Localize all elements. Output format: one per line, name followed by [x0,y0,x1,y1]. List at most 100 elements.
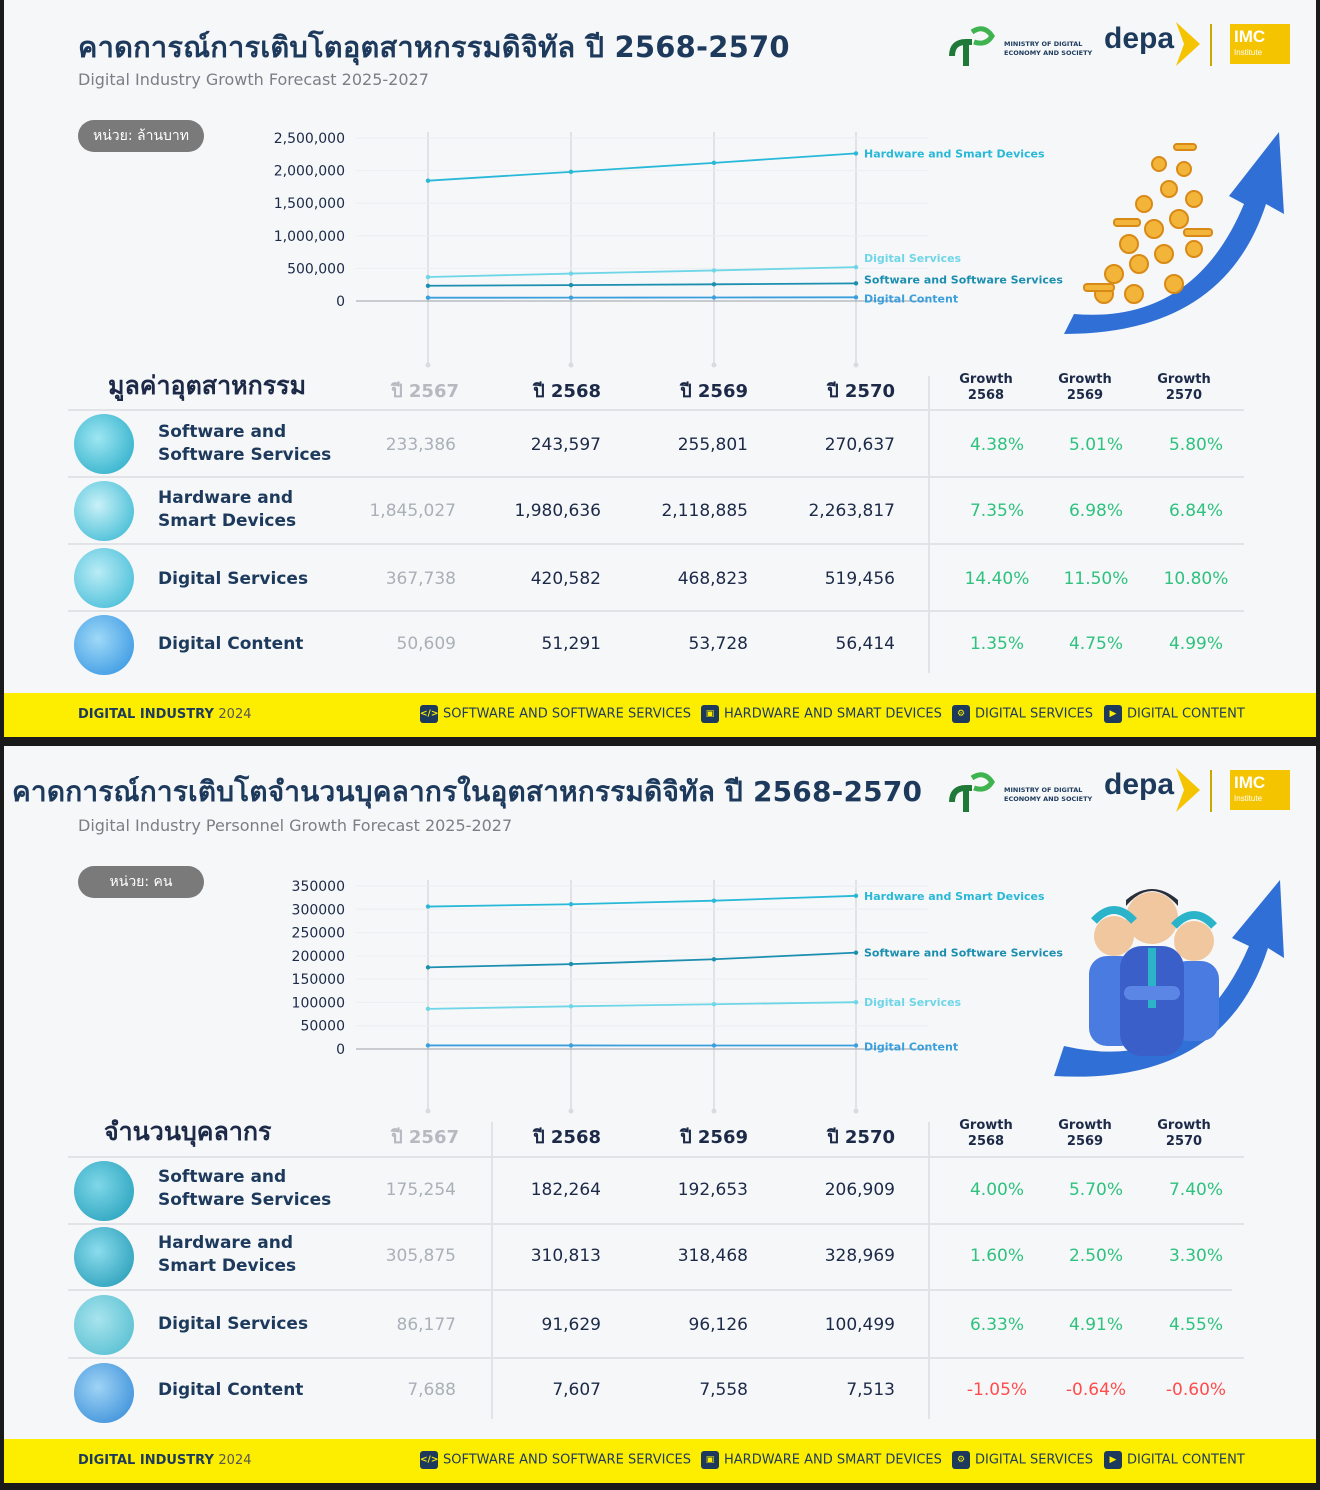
growth-cell: 10.80% [1163,569,1229,589]
footer-item-hardware: ▣ HARDWARE AND SMART DEVICES [701,1451,942,1469]
value-cell: 56,414 [835,634,895,654]
gear-icon: ⚙ [952,1451,970,1469]
gridline-end-dot [568,1108,574,1114]
data-point [568,295,574,300]
page-subtitle: Digital Industry Personnel Growth Foreca… [78,816,513,835]
growth-cell: 7.35% [969,501,1024,521]
value-cell: 305,875 [385,1246,456,1266]
series-label: Digital Content [864,292,958,305]
footer-bar: DIGITAL INDUSTRY 2024 </> SOFTWARE AND SO… [4,1439,1316,1483]
row-name-line1: Digital Services [158,569,309,589]
play-icon: ▶ [1104,705,1122,723]
data-point [568,282,574,288]
partner-logos: MINISTRY OF DIGITAL ECONOMY AND SOCIETY … [944,16,1304,74]
series-line [427,951,857,969]
footer-item-content: ▶ DIGITAL CONTENT [1104,1451,1245,1469]
year-header: ปี 2568 [533,1127,601,1148]
value-cell: 91,629 [541,1315,601,1335]
growth-cell: 4.99% [1168,634,1223,654]
gridline-end-dot [425,1108,431,1114]
mdes-line2: ECONOMY AND SOCIETY [1004,49,1093,57]
growth-header-label: Growth [1058,372,1112,387]
value-cell: 7,513 [846,1380,895,1400]
imc-logo: IMC Institute [1230,24,1290,64]
year-header: ปี 2569 [680,1127,748,1148]
row-name: Hardware and Smart Devices [158,1232,296,1278]
content-team-icon [74,1363,134,1423]
footer-item-label: HARDWARE AND SMART DEVICES [724,1452,942,1468]
footer-item-software: </> SOFTWARE AND SOFTWARE SERVICES [420,1451,691,1469]
y-tick-label: 200000 [292,949,345,965]
growth-cell: 5.70% [1068,1180,1123,1200]
row-name: Digital Services [158,1313,308,1336]
row-name-line1: Hardware and [158,1233,294,1253]
depa-logo: depa [1104,768,1175,801]
data-point [853,151,859,156]
growth-cell: 14.40% [964,569,1030,589]
value-cell: 233,386 [385,435,456,455]
table-divider [928,1122,930,1419]
growth-cell: 6.84% [1168,501,1223,521]
value-cell: 100,499 [824,1315,895,1335]
data-point [853,893,859,898]
table-row: Hardware and Smart Devices 305,875 310,81… [68,1227,1244,1289]
footer-item-content: ▶ DIGITAL CONTENT [1104,705,1245,723]
footer-item-label: HARDWARE AND SMART DEVICES [724,706,942,722]
growth-cell: 1.35% [969,634,1024,654]
row-name-line1: Software and [158,1167,287,1187]
footer-brand-name: DIGITAL INDUSTRY [78,1453,214,1468]
data-point [425,178,431,183]
value-cell: 182,264 [530,1180,601,1200]
table-rule [68,1357,1244,1359]
row-name-line1: Digital Content [158,1380,304,1400]
section-title: มูลค่าอุตสาหกรรม [108,371,307,400]
unit-badge: หน่วย: ล้านบาท [78,120,204,152]
data-point [568,169,574,175]
page-subtitle: Digital Industry Growth Forecast 2025-20… [78,70,429,89]
value-cell: 50,609 [396,634,456,654]
data-point [425,274,431,280]
year-header: ปี 2567 [391,381,459,402]
y-tick-label: 1,500,000 [274,196,345,212]
data-point [853,1043,859,1048]
data-point [568,961,574,967]
footer-item-software: </> SOFTWARE AND SOFTWARE SERVICES [420,705,691,723]
value-cell: 7,558 [699,1380,748,1400]
row-name: Software and Software Services [158,421,331,467]
row-name: Software and Software Services [158,1166,331,1212]
y-tick-label: 1,000,000 [274,229,345,245]
digital-services-icon [74,548,134,608]
logo-separator [1210,24,1212,66]
table-row: Digital Services 86,177 91,629 96,126 10… [68,1293,1244,1355]
growth-cell: 4.00% [969,1180,1024,1200]
data-point [425,283,431,288]
personnel-panel: คาดการณ์การเติบโตจำนวนบุคลากรในอุตสาหกรร… [4,746,1316,1483]
series-label: Digital Services [864,996,962,1009]
imc-logo-text: IMC [1234,27,1266,46]
data-point [711,898,717,903]
series-label: Digital Content [864,1041,958,1054]
growth-header-year: 2570 [1165,388,1203,403]
data-point [425,1043,431,1048]
value-cell: 328,969 [824,1246,895,1266]
value-cell: 1,845,027 [369,501,456,521]
year-header: ปี 2568 [533,381,601,402]
footer-bar: DIGITAL INDUSTRY 2024 </> SOFTWARE AND SO… [4,693,1316,737]
data-point [568,1043,574,1048]
footer-item-services: ⚙ DIGITAL SERVICES [952,1451,1093,1469]
value-line-chart: 2,500,000 2,000,000 1,500,000 1,000,000 500,… [274,131,1063,368]
data-point [853,295,859,300]
series-label: Digital Services [864,252,962,265]
series-label: Software and Software Services [864,273,1063,286]
y-tick-label: 250000 [292,926,345,942]
gridline-end-dot [853,1108,859,1114]
row-name-line1: Digital Services [158,1314,309,1334]
page-title: คาดการณ์การเติบโตอุตสาหกรรมดิจิทัล ปี 25… [78,30,790,64]
growth-cell: -0.64% [1065,1380,1127,1400]
growth-header-label: Growth [1157,372,1211,387]
y-tick-label: 50000 [300,1019,345,1035]
value-cell: 519,456 [824,569,895,589]
services-team-icon [74,1295,134,1355]
data-point [425,1006,431,1012]
chip-icon: ▣ [701,1451,719,1469]
